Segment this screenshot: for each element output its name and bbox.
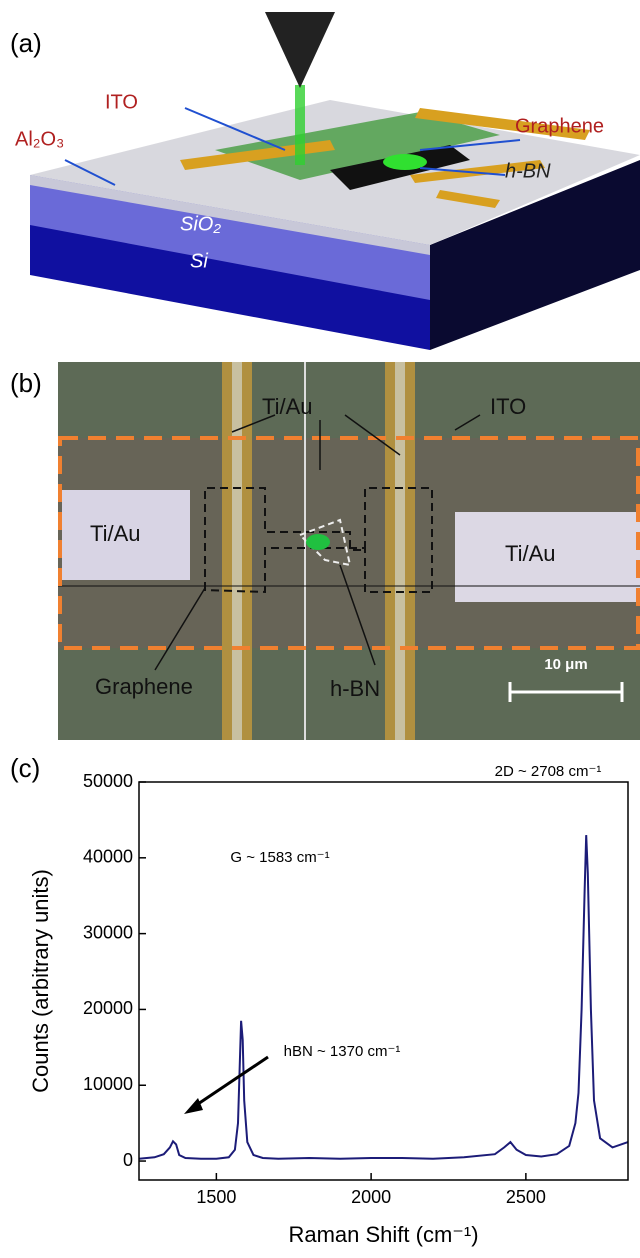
y-tick-label: 50000 [83,771,133,791]
laser-beam [295,85,305,165]
panel-label: (c) [10,753,40,783]
panel-b: (b) Ti/Au ITO Ti/Au Ti/Au Graphene h-BN … [10,362,640,740]
panel-label: (a) [10,28,42,58]
arrow-head [184,1098,203,1114]
y-tick-label: 10000 [83,1074,133,1094]
label: h-BN [330,676,380,701]
scale-bar-label: 10 μm [544,656,587,673]
annotation-arrow [192,1057,268,1108]
y-tick-label: 30000 [83,922,133,942]
label: Graphene [515,115,604,137]
x-tick-label: 1500 [196,1187,236,1207]
y-axis-label: Counts (arbitrary units) [28,869,53,1093]
label: SiO₂ [180,213,221,235]
figure: (a) ITO Al₂O₃ Graphene h-BN SiO₂ Si (b) … [0,0,640,1253]
x-axis-label: Raman Shift (cm⁻¹) [288,1222,478,1247]
x-tick-label: 2000 [351,1187,391,1207]
label: Ti/Au [90,521,141,546]
laser-spot [306,534,330,550]
label: ITO [105,91,138,113]
label: h-BN [505,160,551,182]
tip [265,12,335,88]
label: Graphene [95,674,193,699]
annotation: 2D ~ 2708 cm⁻¹ [495,763,602,780]
y-tick-label: 40000 [83,847,133,867]
annotation: hBN ~ 1370 cm⁻¹ [284,1043,401,1060]
plot-frame [139,782,628,1180]
electrode-strip [232,362,242,740]
label: ITO [490,394,526,419]
spectrum [139,835,628,1159]
x-tick-label: 2500 [506,1187,546,1207]
panel-label: (b) [10,368,42,398]
annotation: G ~ 1583 cm⁻¹ [230,849,329,866]
electrode-strip [395,362,405,740]
label: Ti/Au [262,394,313,419]
y-tick-label: 0 [123,1150,133,1170]
label: Si [190,250,208,272]
panel-a: (a) ITO Al₂O₃ Graphene h-BN SiO₂ Si [10,12,640,350]
label: Ti/Au [505,541,556,566]
y-tick-label: 20000 [83,998,133,1018]
label: Al₂O₃ [15,128,64,150]
